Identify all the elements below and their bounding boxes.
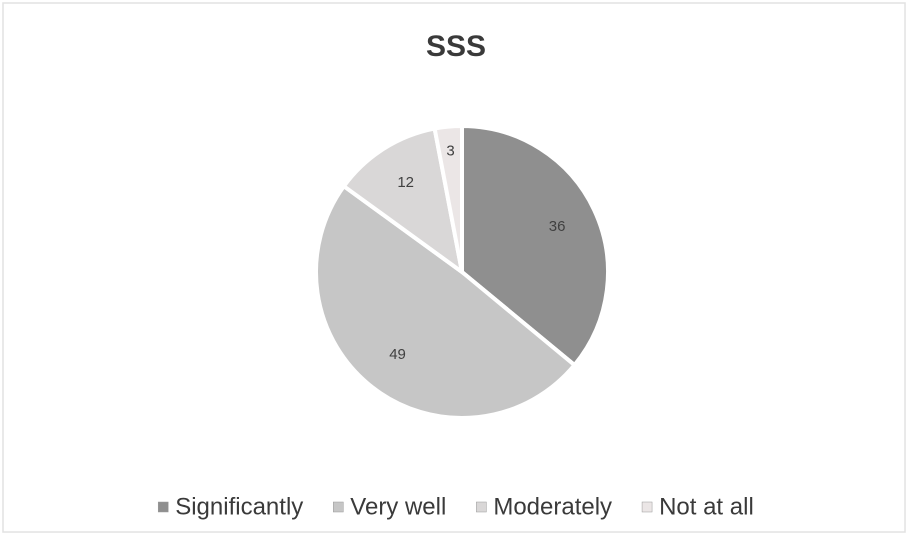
pie-slice	[314, 183, 578, 420]
data-label: 12	[397, 174, 414, 191]
legend-label: Significantly	[175, 493, 303, 520]
pie-slice	[341, 126, 465, 277]
legend-label: Very well	[350, 493, 446, 520]
legend: Significantly Very well Moderately Not at a…	[157, 493, 754, 520]
pie-slice	[460, 123, 610, 368]
legend-swatch	[333, 501, 344, 513]
legend-swatch	[476, 501, 487, 513]
data-label: 49	[389, 346, 406, 363]
legend-item: Very well	[333, 493, 446, 520]
pie: 36 49 12 3	[314, 123, 610, 420]
legend-swatch	[641, 501, 653, 513]
data-label: 3	[446, 142, 454, 159]
legend-label: Moderately	[493, 493, 612, 520]
legend-label: Not at all	[659, 493, 754, 520]
legend-item: Moderately	[476, 493, 612, 520]
legend-item: Not at all	[641, 493, 754, 520]
pie-slice	[432, 123, 464, 273]
data-label: 36	[549, 218, 566, 235]
chart-title: SSS	[426, 30, 486, 63]
legend-item: Significantly	[157, 493, 303, 520]
legend-swatch	[157, 501, 169, 513]
